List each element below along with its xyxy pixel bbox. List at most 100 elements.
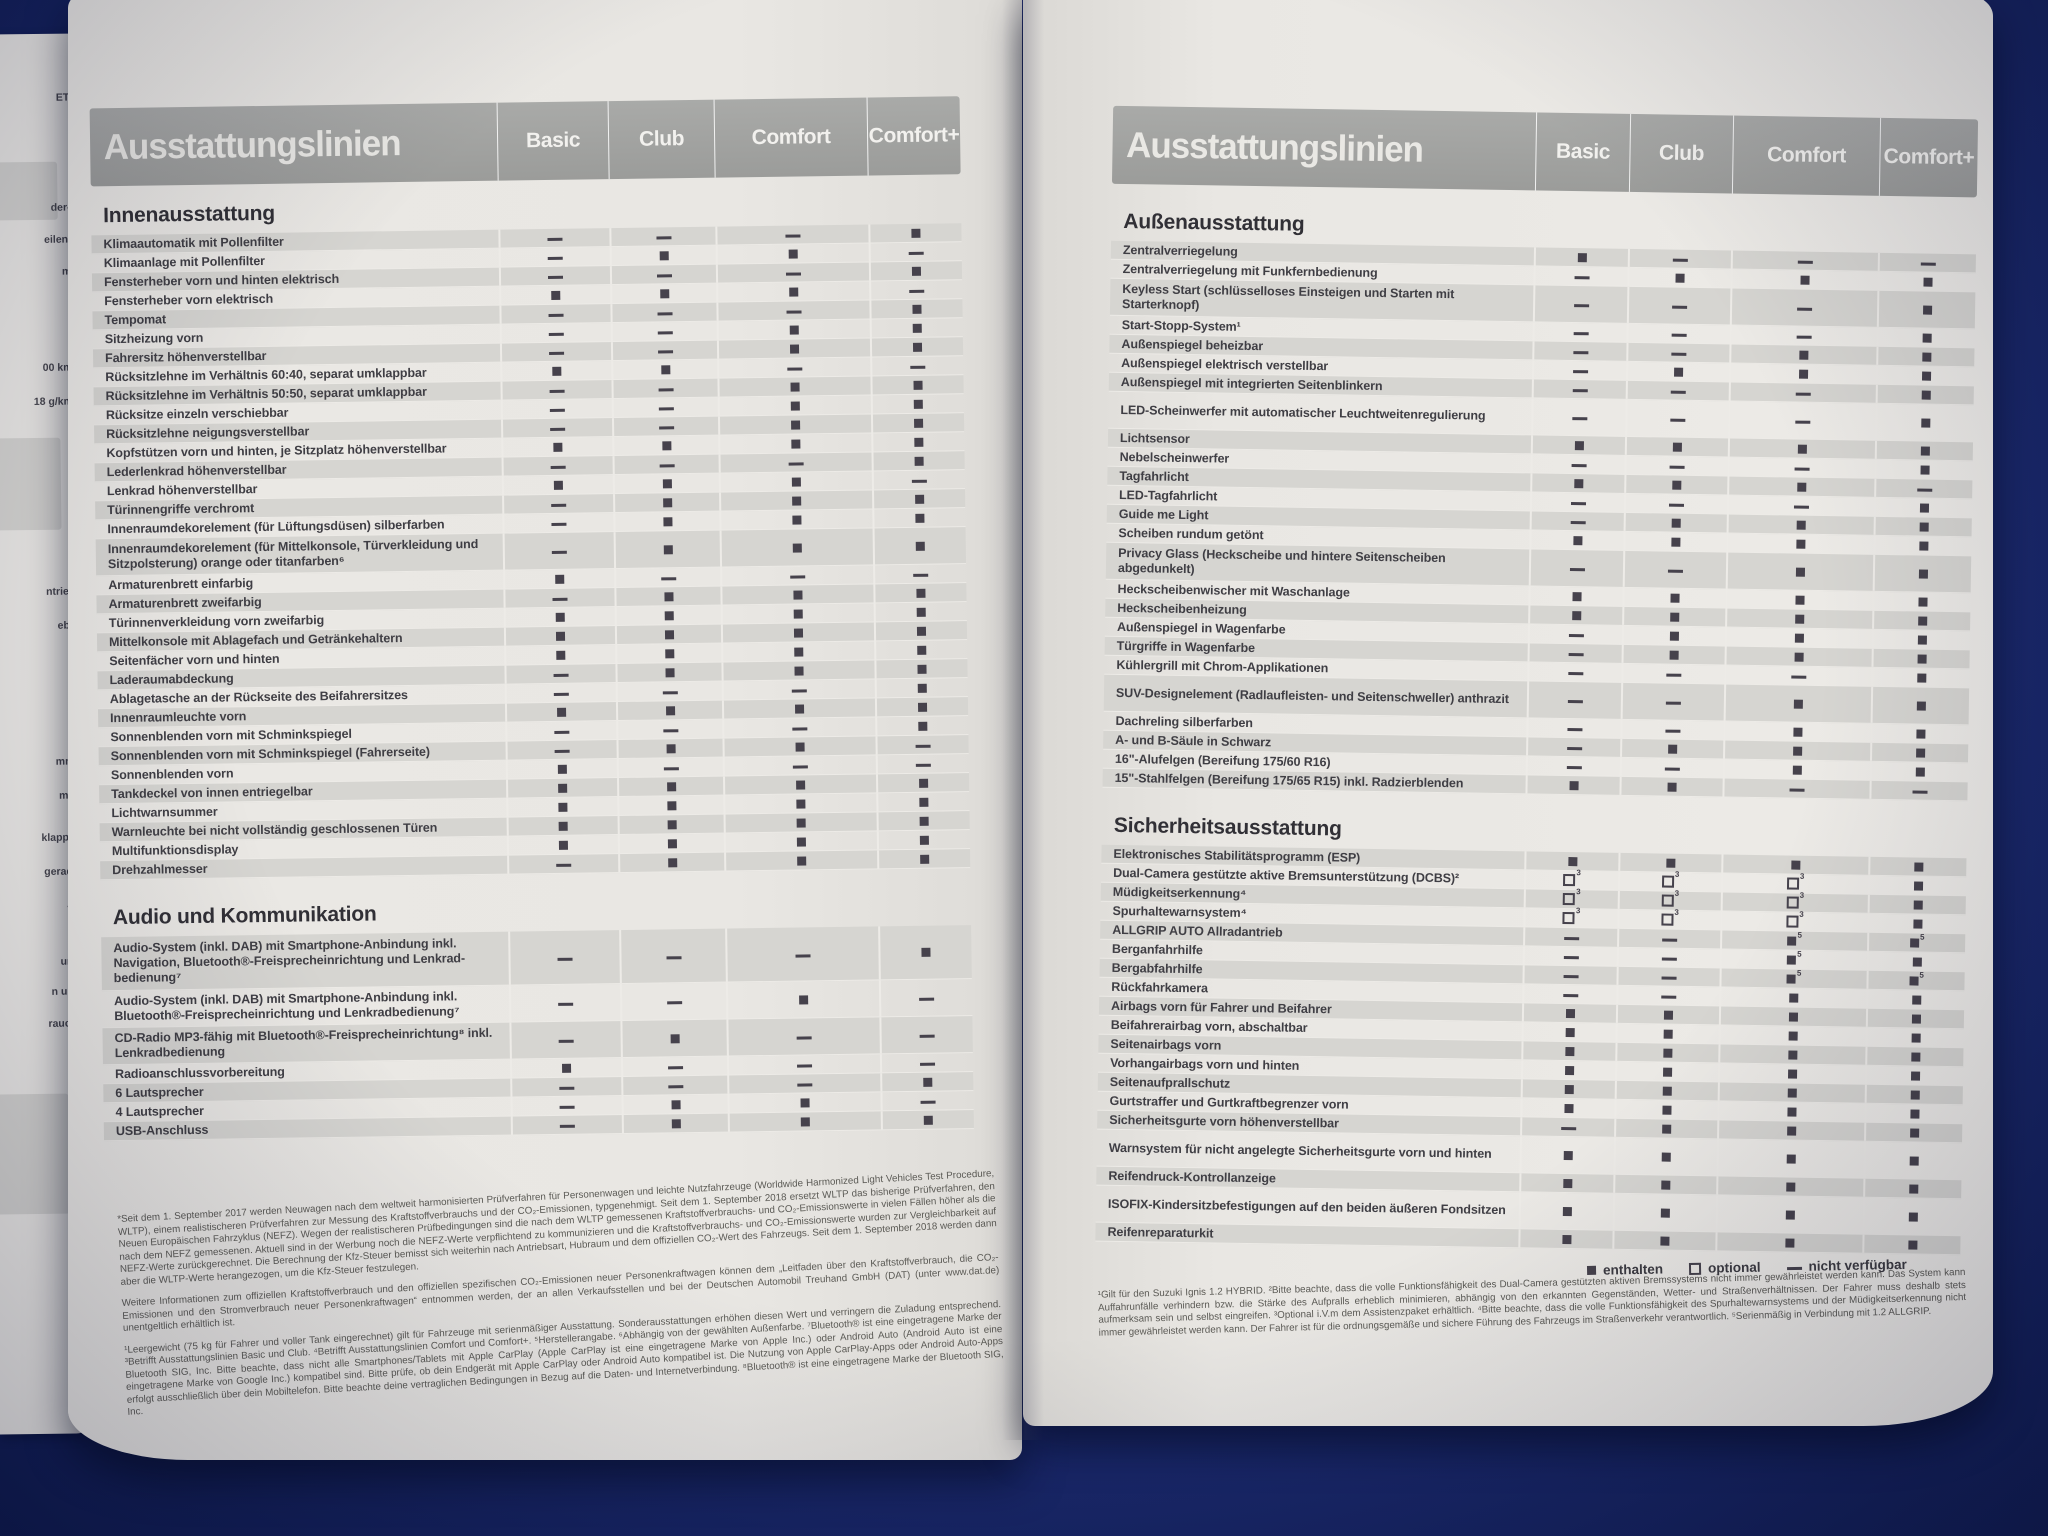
column-header-club: Club	[607, 99, 715, 180]
cell-comfort-plus	[874, 678, 968, 698]
cell-comfort-plus	[870, 356, 964, 376]
not-available-dash-icon	[667, 1085, 683, 1089]
included-square-icon	[919, 778, 929, 788]
included-square-icon	[665, 705, 675, 715]
included-square-icon	[917, 683, 927, 693]
included-square-icon	[915, 494, 925, 504]
cell-comfort	[716, 319, 870, 340]
included-square-icon	[1789, 993, 1799, 1003]
included-square-icon	[1922, 333, 1932, 343]
not-available-dash-icon	[1666, 671, 1682, 677]
not-available-dash-icon	[662, 729, 678, 733]
not-available-dash-icon	[657, 312, 673, 316]
included-square-icon	[659, 250, 669, 260]
cell-comfort-plus	[876, 830, 971, 850]
cell-comfort	[1721, 854, 1869, 875]
included-square-icon	[667, 857, 677, 867]
not-available-dash-icon	[1668, 503, 1685, 507]
included-square-icon	[1922, 333, 1932, 343]
cell-comfort	[1724, 665, 1872, 686]
cell-comfort-plus	[876, 811, 970, 831]
not-available-dash-icon	[1566, 725, 1582, 732]
included-square-icon	[667, 819, 677, 829]
cell-comfort-plus	[875, 754, 969, 774]
included-square-icon	[796, 798, 806, 809]
not-available-dash-icon	[658, 388, 674, 392]
included-square-icon	[919, 816, 929, 826]
cell-club	[612, 435, 719, 456]
cell-basic	[1530, 454, 1625, 474]
cell-basic	[1522, 946, 1618, 966]
cell-club	[1614, 1061, 1719, 1082]
included-square-icon	[793, 608, 803, 619]
included-square-icon	[1574, 440, 1584, 450]
included-square-icon	[789, 324, 799, 335]
not-available-dash-icon	[655, 233, 671, 240]
cell-comfort	[721, 660, 875, 681]
included-square-icon	[793, 627, 804, 638]
included-square-icon	[793, 589, 803, 600]
included-square-icon	[793, 608, 803, 619]
cell-club	[610, 340, 718, 361]
not-available-dash-icon	[656, 271, 672, 278]
cell-comfort	[726, 1017, 880, 1056]
cell-basic	[504, 702, 617, 722]
included-square-icon	[791, 476, 801, 487]
included-square-icon	[1564, 1065, 1574, 1075]
cell-club	[613, 530, 721, 569]
included-square-icon	[1793, 727, 1803, 737]
cell-comfort	[727, 1111, 881, 1132]
not-available-dash-icon	[1672, 258, 1688, 262]
cell-comfort	[1726, 495, 1875, 516]
cell-comfort	[1729, 344, 1877, 365]
not-available-dash-icon	[1571, 417, 1587, 421]
cell-comfort-plus: 5	[1867, 932, 1966, 953]
optional-square-icon	[1689, 1262, 1702, 1275]
cell-comfort: 3	[1720, 910, 1868, 932]
cell-comfort-plus	[873, 583, 967, 603]
page-title: Ausstattungslinien	[1125, 124, 1424, 170]
not-available-dash-icon	[1795, 390, 1811, 396]
cell-club	[1615, 1042, 1719, 1063]
footnote-superscript: 3	[1674, 907, 1679, 917]
included-square-icon	[662, 497, 672, 507]
not-available-dash-icon	[920, 1060, 936, 1066]
not-available-dash-icon	[549, 349, 565, 355]
cell-basic	[500, 418, 613, 438]
cell-comfort-plus	[870, 413, 965, 433]
included-square-icon	[1565, 1008, 1575, 1018]
cell-comfort-plus	[1873, 497, 1973, 518]
cell-comfort-plus	[1874, 478, 1973, 499]
not-available-dash-icon	[915, 742, 931, 748]
cell-basic	[1531, 360, 1627, 380]
column-header-comfort: Comfort	[713, 97, 868, 178]
included-square-icon	[796, 779, 806, 790]
included-square-icon	[1912, 918, 1923, 929]
not-available-dash-icon	[1920, 260, 1936, 266]
included-square-icon	[1918, 569, 1928, 579]
cell-basic	[1518, 1192, 1614, 1230]
feature-label: CD-Radio MP3-fähig mit Bluetooth®-Freisp…	[114, 1025, 493, 1061]
included-square-icon	[1562, 1206, 1572, 1216]
not-available-dash-icon	[551, 548, 567, 554]
not-available-dash-icon	[1570, 521, 1586, 525]
included-square-icon	[789, 343, 800, 354]
included-square-icon	[659, 288, 669, 298]
included-square-icon	[1908, 1183, 1918, 1194]
cell-club	[1622, 606, 1726, 627]
cell-basic	[498, 266, 611, 286]
included-square-icon	[1571, 591, 1582, 601]
cell-comfort: 5	[1719, 949, 1868, 970]
cell-basic	[510, 1115, 622, 1135]
cell-comfort-plus	[1864, 1084, 1963, 1105]
included-square-icon	[1661, 1152, 1671, 1162]
included-square-icon: 5	[1909, 932, 1925, 948]
included-square-icon	[1660, 1208, 1670, 1218]
cell-club	[621, 1094, 728, 1115]
optional-square-icon: 3	[1661, 908, 1679, 926]
not-available-dash-icon	[786, 307, 802, 314]
not-available-dash-icon	[788, 459, 804, 466]
not-available-dash-icon	[1911, 790, 1928, 794]
included-square-icon	[1799, 369, 1809, 379]
